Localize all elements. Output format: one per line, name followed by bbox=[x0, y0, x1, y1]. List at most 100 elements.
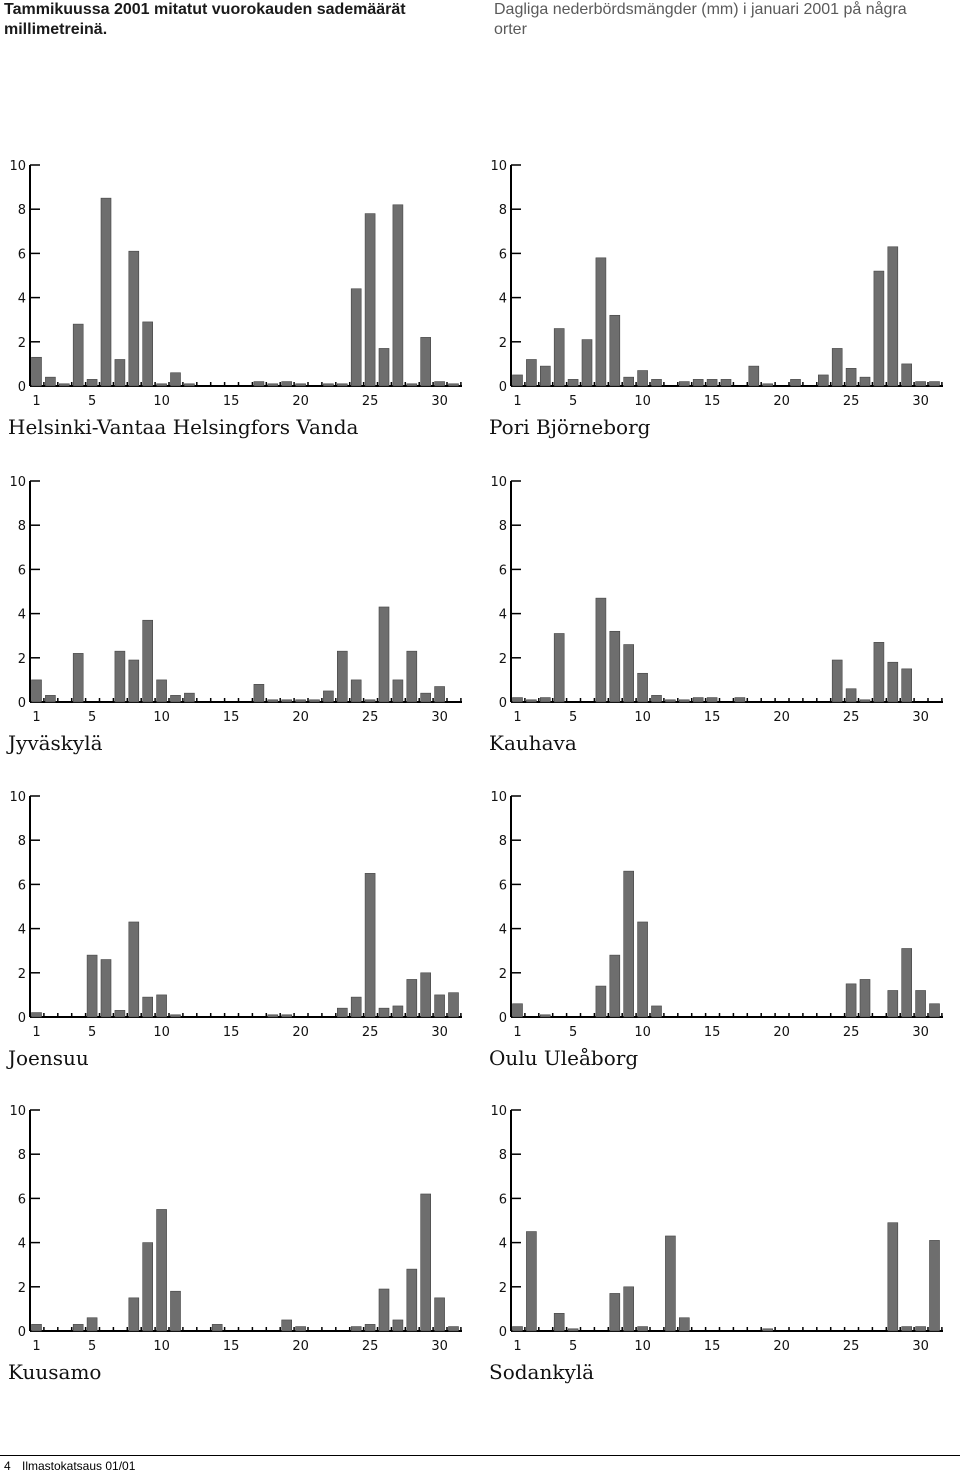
station-title: Helsinki-Vantaa Helsingfors Vanda bbox=[8, 415, 359, 439]
y-tick-label: 2 bbox=[499, 1281, 507, 1296]
station-title: Jyväskylä bbox=[6, 731, 103, 755]
bar bbox=[392, 204, 404, 387]
bar bbox=[420, 337, 432, 387]
y-tick-label: 10 bbox=[490, 790, 507, 805]
bar bbox=[845, 688, 857, 703]
bar bbox=[651, 695, 662, 703]
x-tick-label: 1 bbox=[32, 710, 40, 725]
x-tick-label: 10 bbox=[634, 710, 651, 725]
bar bbox=[350, 996, 362, 1018]
bar bbox=[678, 381, 690, 387]
bar bbox=[170, 1290, 181, 1332]
bar bbox=[873, 270, 885, 387]
bar bbox=[267, 383, 279, 387]
x-tick-label: 10 bbox=[153, 1339, 170, 1354]
y-tick-label: 0 bbox=[18, 696, 26, 711]
bar bbox=[512, 1003, 523, 1018]
bar bbox=[845, 983, 857, 1018]
y-tick-label: 0 bbox=[18, 380, 26, 395]
x-tick-label: 20 bbox=[773, 394, 790, 409]
x-tick-label: 1 bbox=[32, 1339, 40, 1354]
bar bbox=[887, 1222, 899, 1332]
bar bbox=[211, 1324, 223, 1332]
bar bbox=[406, 1268, 418, 1332]
y-tick-label: 2 bbox=[18, 652, 26, 667]
bar bbox=[901, 668, 913, 703]
bar bbox=[901, 363, 913, 387]
x-tick-label: 5 bbox=[88, 1339, 96, 1354]
x-tick-label: 15 bbox=[704, 710, 721, 725]
x-tick-label: 30 bbox=[431, 394, 448, 409]
bar bbox=[623, 644, 635, 703]
x-tick-label: 15 bbox=[223, 710, 240, 725]
bar bbox=[539, 697, 551, 703]
x-tick-label: 25 bbox=[362, 1339, 379, 1354]
bar bbox=[448, 1326, 459, 1332]
bar bbox=[448, 992, 459, 1018]
x-tick-label: 25 bbox=[843, 1339, 860, 1354]
x-tick-label: 30 bbox=[912, 1025, 929, 1040]
bar bbox=[929, 381, 940, 387]
bar bbox=[31, 679, 42, 703]
bar bbox=[295, 699, 306, 703]
station-title: Kuusamo bbox=[8, 1360, 101, 1384]
bar bbox=[156, 1209, 167, 1332]
x-tick-label: 20 bbox=[292, 1025, 309, 1040]
y-tick-label: 0 bbox=[499, 380, 507, 395]
bar bbox=[392, 679, 404, 703]
bar bbox=[623, 870, 635, 1018]
y-tick-label: 2 bbox=[18, 1281, 26, 1296]
bar bbox=[406, 979, 418, 1018]
bar bbox=[665, 1235, 676, 1332]
bar bbox=[692, 697, 704, 703]
bar bbox=[86, 1317, 98, 1332]
bar bbox=[170, 1014, 181, 1018]
bar bbox=[378, 1007, 390, 1018]
x-tick-label: 1 bbox=[32, 394, 40, 409]
bar bbox=[142, 1242, 153, 1332]
bar bbox=[420, 972, 432, 1018]
x-tick-label: 10 bbox=[634, 1339, 651, 1354]
x-tick-label: 10 bbox=[153, 1025, 170, 1040]
x-tick-label: 1 bbox=[513, 1025, 521, 1040]
bar bbox=[31, 356, 42, 387]
bar bbox=[512, 697, 523, 703]
header-swedish: Dagliga nederbördsmängder (mm) i januari… bbox=[494, 1, 907, 38]
bar bbox=[434, 381, 445, 387]
bar bbox=[142, 321, 153, 387]
bar bbox=[817, 374, 829, 387]
y-tick-label: 2 bbox=[499, 967, 507, 982]
bar bbox=[706, 697, 718, 703]
y-tick-label: 6 bbox=[18, 878, 26, 893]
bar bbox=[31, 1012, 42, 1018]
bar bbox=[392, 1319, 404, 1332]
bar bbox=[267, 1014, 279, 1018]
bar bbox=[295, 1326, 306, 1332]
y-tick-label: 2 bbox=[499, 336, 507, 351]
bar bbox=[720, 379, 732, 387]
bar bbox=[651, 1005, 662, 1018]
bar bbox=[350, 679, 362, 703]
bar bbox=[637, 921, 648, 1018]
bar bbox=[434, 1297, 445, 1332]
y-tick-label: 0 bbox=[499, 1011, 507, 1026]
bar bbox=[364, 213, 376, 387]
bar bbox=[100, 197, 112, 387]
bar bbox=[901, 1326, 913, 1332]
x-tick-label: 25 bbox=[362, 710, 379, 725]
y-tick-label: 0 bbox=[18, 1325, 26, 1340]
x-tick-label: 20 bbox=[773, 1339, 790, 1354]
bar bbox=[406, 650, 418, 703]
y-tick-label: 8 bbox=[18, 834, 26, 849]
bar bbox=[323, 690, 334, 703]
bar bbox=[406, 383, 418, 387]
x-tick-label: 30 bbox=[431, 1339, 448, 1354]
bar bbox=[595, 985, 607, 1018]
x-tick-label: 25 bbox=[362, 1025, 379, 1040]
bar bbox=[100, 959, 112, 1018]
